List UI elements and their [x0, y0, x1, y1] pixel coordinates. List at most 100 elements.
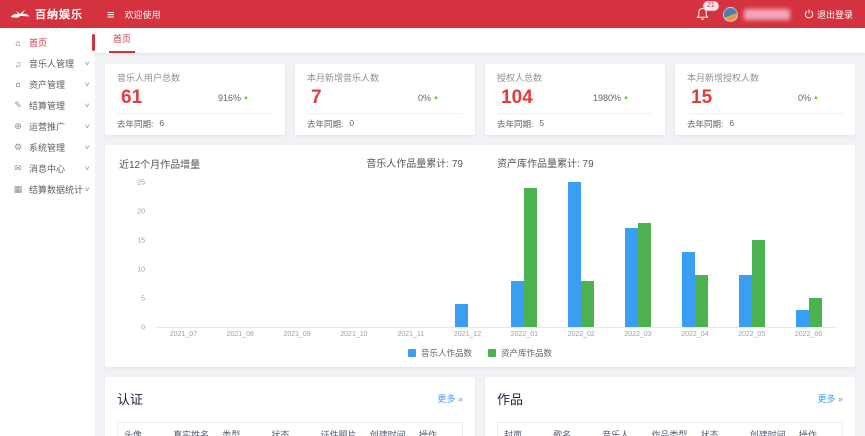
stat-card-mid: 61 916% ▲ — [117, 84, 273, 113]
bar-group-2022_06 — [780, 298, 837, 327]
y-axis: 0 5 10 15 20 25 — [117, 179, 149, 332]
chart-summaries: 音乐人作品量累计: 79 资产库作品量累计: 79 — [117, 155, 843, 170]
stat-card-percent: 916% ▲ — [218, 93, 249, 103]
sidebar-item-label: 结算数据统计 — [29, 185, 84, 195]
panel-title: 认证 — [117, 392, 144, 407]
chevron-down-icon: ∨ — [83, 166, 90, 172]
trend-up-icon: ▲ — [433, 95, 439, 101]
sidebar-item-结算管理[interactable]: ✎ 结算管理 ∨ — [0, 95, 95, 116]
x-axis: 2021_07 2021_08 2021_09 2021_10 2021_11 2021_… — [155, 331, 837, 338]
menu-toggle-icon[interactable]: ≡ — [107, 6, 115, 22]
stat-card-value: 15 — [691, 87, 713, 108]
stat-card: 授权人总数 104 1980% ▲ 去年同期: 5 — [485, 64, 665, 135]
table-column-header: 作品类型 — [651, 430, 688, 436]
bar-group-2022_02 — [553, 182, 610, 327]
sidebar-item-系统管理[interactable]: ⚙ 系统管理 ∨ — [0, 137, 95, 158]
stat-card-percent: 0% ▲ — [418, 93, 439, 103]
stat-card-title: 本月新增音乐人数 — [307, 73, 380, 83]
logout-label: 退出登录 — [816, 9, 853, 20]
bar-资产库作品数-2022_03 — [638, 222, 652, 327]
table-column-header: 状态 — [700, 430, 719, 436]
stat-card-percent: 0% ▲ — [798, 93, 819, 103]
tab-bar: 首页 — [95, 28, 865, 54]
x-tick-label: 2022_05 — [738, 331, 766, 338]
x-tick-label: 2022_03 — [624, 331, 652, 338]
y-tick-label: 0 — [141, 324, 145, 332]
bar-音乐人作品数-2022_04 — [681, 251, 695, 327]
content: 音乐人用户总数 61 916% ▲ 去年同期: 6 本月新增音乐人数 7 0% ▲ 去年同期: 0… — [95, 54, 865, 436]
x-tick-label: 2021_12 — [453, 331, 482, 338]
sidebar-item-label: 结算管理 — [29, 101, 66, 111]
stat-card: 本月新增音乐人数 7 0% ▲ 去年同期: 0 — [295, 64, 475, 135]
x-tick-label: 2022_06 — [794, 331, 823, 338]
legend-item-音乐人作品数[interactable]: 音乐人作品数 — [407, 347, 472, 359]
trend-up-icon: ▲ — [243, 95, 249, 101]
bar-group-2021_12 — [439, 303, 496, 327]
welcome-text: 欢迎使用 — [124, 9, 161, 20]
table-column-header: 音乐人 — [602, 430, 630, 436]
tab-home[interactable]: 首页 — [109, 32, 136, 53]
x-tick-label: 2021_10 — [340, 331, 368, 338]
notification-badge: 21 — [702, 1, 719, 11]
table-column-header: 封面 — [504, 430, 523, 436]
stat-card-value: 61 — [121, 87, 143, 108]
stat-footer-label: 去年同期: — [687, 119, 724, 129]
plot-area — [155, 182, 837, 328]
chevron-down-icon: ∨ — [83, 145, 90, 151]
y-tick-label: 5 — [141, 295, 145, 303]
chart-legend: 音乐人作品数 资产库作品数 — [117, 347, 843, 359]
stat-card-mid: 15 0% ▲ — [687, 84, 843, 113]
sidebar-item-资产管理[interactable]: ¤ 资产管理 ∨ — [0, 74, 95, 95]
chart-summary: 音乐人作品量累计: 79 — [366, 159, 463, 170]
stat-card-footer: 去年同期: 5 — [497, 113, 653, 130]
sidebar-item-运营推广[interactable]: ⊕ 运营推广 ∨ — [0, 116, 95, 137]
sidebar: ⌂ 首页 ♫ 音乐人管理 ∨ ¤ 资产管理 ∨ ✎ 结算管理 ∨ ⊕ 运营推广 ∨ ⚙ 系统管理 ∨ ✉ 消息中心 ∨… — [0, 28, 95, 436]
brand[interactable]: 百纳娱乐 — [10, 6, 95, 22]
brand-name: 百纳娱乐 — [35, 9, 83, 21]
x-tick-label: 2021_11 — [397, 331, 425, 338]
stats-row: 音乐人用户总数 61 916% ▲ 去年同期: 6 本月新增音乐人数 7 0% ▲ 去年同期: 0… — [105, 64, 855, 135]
chevron-down-icon: ∨ — [83, 61, 90, 67]
bar-音乐人作品数-2022_01 — [511, 280, 525, 327]
avatar[interactable] — [722, 6, 738, 22]
sidebar-item-消息中心[interactable]: ✉ 消息中心 ∨ — [0, 158, 95, 179]
panel-header: 认证 更多 » — [117, 389, 463, 408]
chevron-down-icon: ∨ — [83, 103, 90, 109]
stat-footer-value: 5 — [539, 118, 545, 128]
promotion-icon: ⊕ — [14, 121, 22, 131]
x-tick-label: 2021_08 — [226, 331, 254, 338]
stat-card-title: 音乐人用户总数 — [117, 73, 181, 83]
stat-card-percent: 1980% ▲ — [593, 93, 629, 103]
chevron-down-icon: ∨ — [83, 82, 90, 88]
stat-card-footer: 去年同期: 6 — [117, 113, 273, 130]
logout-button[interactable]: 退出登录 — [804, 8, 853, 21]
bar-group-2022_05 — [723, 240, 780, 327]
legend-item-资产库作品数[interactable]: 资产库作品数 — [488, 347, 552, 359]
sidebar-item-首页[interactable]: ⌂ 首页 — [0, 32, 95, 53]
chart-title: 近12个月作品增量 — [119, 160, 201, 171]
stat-card-title: 本月新增授权人数 — [687, 73, 760, 83]
statistics-icon: ▦ — [13, 184, 23, 194]
table-column-header: 操作 — [418, 430, 437, 436]
y-tick-label: 25 — [137, 179, 145, 187]
panel-title: 作品 — [497, 392, 524, 407]
notifications-button[interactable]: 21 — [696, 1, 719, 21]
more-link[interactable]: 更多 » — [437, 394, 463, 404]
panel-header: 作品 更多 » — [497, 389, 843, 408]
table-header-row: 封面 歌名 音乐人 作品类型 状态 创建时间 操作 — [497, 422, 843, 436]
sidebar-item-结算数据统计[interactable]: ▦ 结算数据统计 ∨ — [0, 179, 95, 200]
more-link[interactable]: 更多 » — [817, 394, 843, 404]
brand-logo-icon — [10, 9, 30, 18]
message-icon: ✉ — [14, 163, 22, 173]
legend-swatch — [488, 349, 496, 357]
stat-footer-value: 6 — [729, 118, 735, 128]
table-column-header: 创建时间 — [749, 430, 786, 436]
bar-音乐人作品数-2022_02 — [568, 182, 582, 327]
stat-card-footer: 去年同期: 0 — [307, 113, 463, 130]
bar-group-2022_04 — [666, 251, 723, 327]
sidebar-item-音乐人管理[interactable]: ♫ 音乐人管理 ∨ — [0, 53, 95, 74]
panel-作品: 作品 更多 » 封面 歌名 音乐人 作品类型 状态 创建时间 操作 — [485, 377, 855, 436]
bar-资产库作品数-2022_04 — [694, 274, 708, 327]
x-tick-label: 2021_09 — [283, 331, 311, 338]
stat-card-mid: 7 0% ▲ — [307, 84, 463, 113]
